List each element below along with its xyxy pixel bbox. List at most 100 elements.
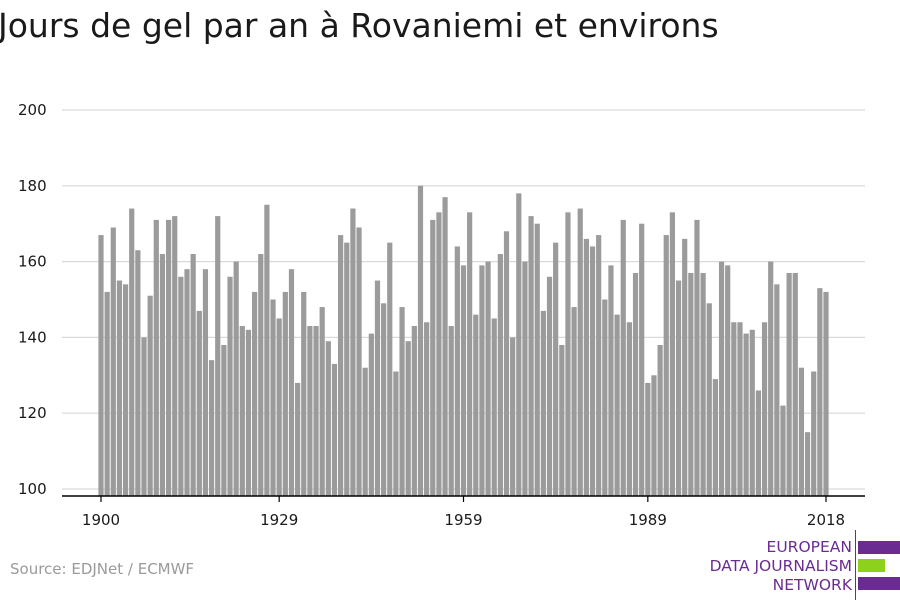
bar-1968	[516, 193, 522, 496]
logo-bar-middle	[858, 559, 885, 572]
source-note: Source: EDJNet / ECMWF	[10, 560, 195, 578]
logo-bar-bottom	[858, 577, 900, 590]
bar-1932	[295, 382, 301, 496]
bar-1967	[510, 337, 516, 496]
bar-2004	[737, 322, 743, 496]
bar-2014	[798, 367, 805, 496]
bar-2016	[811, 371, 817, 496]
bar-1961	[473, 314, 479, 496]
bar-1971	[534, 223, 540, 496]
bar-2005	[743, 333, 749, 496]
y-tick-label-180: 180	[18, 177, 47, 195]
bar-1904	[122, 284, 129, 496]
bar-2011	[780, 405, 786, 496]
bar-1995	[682, 238, 688, 497]
bar-1930	[282, 291, 288, 496]
bar-1990	[651, 375, 657, 496]
bar-2010	[774, 284, 780, 496]
bar-1950	[405, 341, 411, 496]
bar-1918	[208, 360, 215, 496]
bar-2012	[786, 272, 792, 496]
x-axis	[62, 495, 865, 502]
bar-1982	[602, 299, 608, 496]
bar-1936	[319, 307, 325, 496]
bar-1935	[313, 326, 319, 496]
bar-1911	[165, 219, 172, 496]
bar-1975	[559, 344, 565, 496]
logo-line-2: DATA JOURNALISM	[709, 557, 852, 575]
bar-1927	[264, 204, 270, 496]
x-tick-label-1929: 1929	[260, 511, 298, 529]
bar-1916	[196, 310, 202, 496]
bar-1986	[626, 322, 632, 496]
bar-1944	[368, 333, 374, 496]
bar-1996	[688, 272, 694, 496]
bar-1910	[159, 254, 166, 496]
logo-bar-top	[858, 541, 900, 554]
bar-1977	[571, 307, 577, 496]
bar-1985	[620, 219, 626, 496]
bar-1998	[700, 272, 706, 496]
bar-1914	[184, 269, 190, 496]
bar-1955	[436, 212, 442, 496]
bar-1929	[276, 318, 282, 496]
bar-1997	[694, 219, 700, 496]
bar-1987	[632, 272, 639, 496]
bar-1973	[546, 276, 553, 496]
bar-1958	[454, 246, 460, 496]
bar-1917	[202, 269, 209, 496]
bar-1993	[669, 212, 675, 496]
bar-1940	[344, 242, 350, 496]
bar-1970	[528, 216, 534, 496]
bar-1902	[110, 227, 116, 497]
bar-2009	[768, 261, 774, 496]
bar-1951	[411, 326, 417, 496]
bar-1906	[135, 250, 141, 496]
logo-separator	[855, 530, 856, 600]
bar-1991	[657, 344, 663, 496]
y-tick-label-100: 100	[18, 480, 47, 498]
bar-1928	[270, 299, 276, 496]
bar-1926	[258, 254, 264, 496]
bar-1938	[331, 363, 338, 496]
bar-1939	[338, 235, 344, 496]
bar-1921	[227, 276, 233, 496]
bar-1924	[245, 329, 252, 496]
bar-1989	[645, 382, 651, 496]
bar-1931	[288, 269, 295, 496]
bar-1956	[442, 197, 448, 497]
bar-2007	[755, 390, 762, 496]
y-tick-label-200: 200	[18, 101, 47, 119]
bar-2015	[804, 432, 811, 496]
bar-1925	[252, 291, 258, 496]
bar-1923	[239, 326, 245, 496]
bar-1942	[356, 227, 362, 497]
edjnet-logo: EUROPEAN DATA JOURNALISM NETWORK	[700, 530, 900, 600]
bar-1922	[233, 261, 239, 496]
y-tick-label-140: 140	[18, 328, 47, 346]
x-tick-labels: 1900 1929 1959 1989 2018	[82, 511, 845, 529]
bar-2000	[712, 379, 719, 496]
bar-1947	[387, 242, 393, 496]
bar-1980	[589, 246, 596, 496]
bar-2006	[749, 329, 755, 496]
bar-1901	[104, 291, 110, 496]
bar-1920	[221, 344, 227, 496]
bar-1974	[553, 242, 559, 496]
x-tick-label-1959: 1959	[444, 511, 482, 529]
bar-1905	[129, 208, 135, 497]
bar-1976	[565, 212, 571, 496]
bar-1992	[663, 235, 669, 496]
bar-1949	[399, 307, 405, 496]
bar-1978	[577, 208, 583, 497]
bar-2017	[817, 288, 823, 496]
logo-line-3: NETWORK	[772, 576, 852, 594]
bar-2008	[761, 322, 768, 496]
bar-1988	[639, 223, 645, 496]
bar-1959	[460, 265, 467, 496]
bar-1945	[374, 280, 381, 496]
bar-1952	[417, 185, 424, 497]
bar-1953	[424, 322, 430, 496]
bar-1966	[503, 231, 510, 496]
bar-2001	[718, 261, 725, 496]
